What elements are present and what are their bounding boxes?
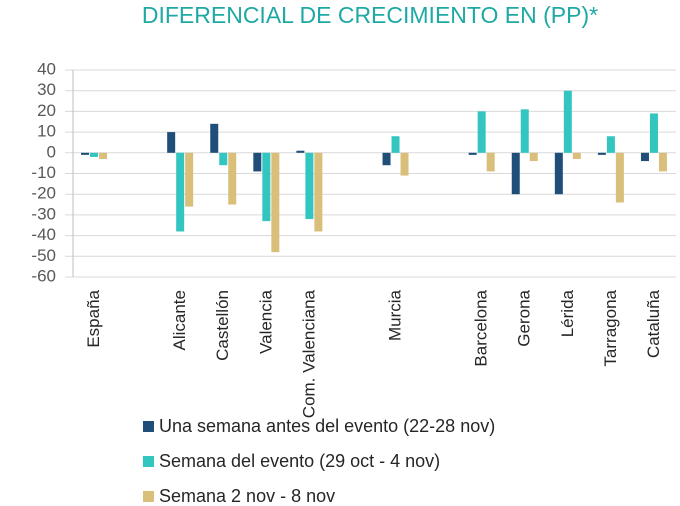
bar bbox=[382, 152, 391, 166]
x-tick-label: Lérida bbox=[558, 289, 577, 337]
x-tick-label: Murcia bbox=[386, 289, 405, 341]
bar bbox=[615, 152, 624, 203]
bar bbox=[296, 150, 305, 153]
bar bbox=[90, 152, 99, 157]
bar bbox=[520, 109, 529, 153]
bar bbox=[99, 152, 108, 160]
bar bbox=[640, 152, 649, 162]
y-tick-label: 10 bbox=[37, 122, 56, 141]
y-tick-label: -50 bbox=[31, 246, 56, 265]
legend-label: Semana del evento (29 oct - 4 nov) bbox=[159, 451, 440, 471]
bar bbox=[511, 152, 520, 195]
bar bbox=[477, 111, 486, 153]
bar bbox=[262, 152, 271, 222]
bar bbox=[468, 152, 477, 155]
y-tick-label: 30 bbox=[37, 80, 56, 99]
bar bbox=[167, 132, 176, 153]
x-tick-label: Alicante bbox=[170, 290, 189, 350]
bar bbox=[554, 152, 563, 195]
bar bbox=[314, 152, 323, 232]
x-tick-label: Cataluña bbox=[644, 289, 663, 358]
y-tick-label: -10 bbox=[31, 163, 56, 182]
bar bbox=[529, 152, 538, 162]
bar bbox=[563, 90, 572, 153]
y-tick-label: -60 bbox=[31, 266, 56, 285]
y-tick-label: -40 bbox=[31, 225, 56, 244]
bar bbox=[572, 152, 581, 160]
x-tick-label: España bbox=[84, 289, 103, 347]
bar bbox=[176, 152, 185, 232]
bar bbox=[185, 152, 194, 207]
bar bbox=[81, 152, 90, 155]
y-tick-label: -20 bbox=[31, 184, 56, 203]
bar bbox=[228, 152, 237, 205]
bar bbox=[606, 136, 615, 153]
x-tick-label: Com. Valenciana bbox=[299, 289, 318, 418]
y-tick-label: 0 bbox=[47, 142, 56, 161]
bar bbox=[391, 136, 400, 153]
x-tick-label: Gerona bbox=[515, 289, 534, 346]
bar bbox=[210, 123, 219, 153]
bar bbox=[305, 152, 314, 220]
legend-swatch bbox=[143, 456, 154, 467]
bar bbox=[649, 113, 658, 153]
bar bbox=[658, 152, 667, 172]
y-tick-label: 20 bbox=[37, 101, 56, 120]
legend-label: Semana 2 nov - 8 nov bbox=[159, 486, 335, 506]
bar bbox=[486, 152, 495, 172]
bar bbox=[597, 152, 606, 155]
y-tick-label: -30 bbox=[31, 204, 56, 223]
y-tick-label: 40 bbox=[37, 59, 56, 78]
bar bbox=[400, 152, 409, 176]
x-tick-label: Tarragona bbox=[601, 289, 620, 366]
legend-swatch bbox=[143, 491, 154, 502]
chart-title: DIFERENCIAL DE CRECIMIENTO EN (PP)* bbox=[142, 2, 598, 28]
x-tick-label: Barcelona bbox=[472, 289, 491, 366]
legend-swatch bbox=[143, 421, 154, 432]
bar bbox=[219, 152, 228, 166]
x-tick-label: Valencia bbox=[256, 289, 275, 353]
legend-label: Una semana antes del evento (22-28 nov) bbox=[159, 416, 495, 436]
bar bbox=[253, 152, 262, 172]
bar bbox=[271, 152, 280, 253]
x-tick-label: Castellón bbox=[213, 290, 232, 361]
